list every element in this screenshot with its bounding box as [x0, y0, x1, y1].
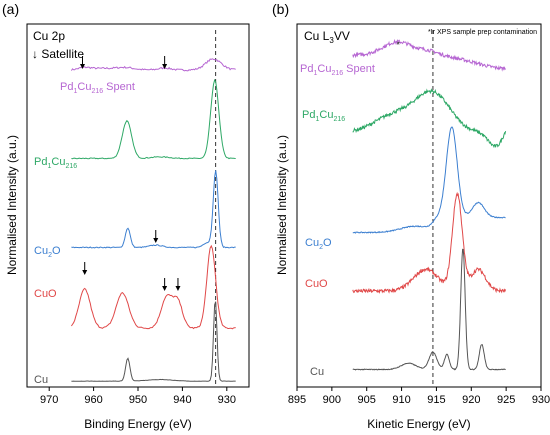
- panel-b-xtick-label: 925: [497, 394, 515, 406]
- panel-a-label-cuo: CuO: [34, 288, 57, 300]
- panel-a-xtick-label: 960: [84, 394, 102, 406]
- panel-b-xtick-label: 910: [392, 394, 410, 406]
- panel-a-xtick-label: 970: [40, 394, 58, 406]
- panel-b-title-sub: 3: [329, 36, 334, 45]
- panel-a-series-pd1cu216: [71, 78, 236, 160]
- panel-a-label-pd1cu216: Pd1Cu216: [34, 156, 77, 170]
- panel-b-series-cu2o: [352, 126, 506, 234]
- panel-b-xlabel: Kinetic Energy (eV): [367, 417, 470, 431]
- panel-a-xtick-label: 940: [173, 394, 191, 406]
- panel-a-label-cu: Cu: [34, 374, 48, 386]
- panel-a: (a) Cu 2p ↓ Satellite Pd1Cu216 Spent Pd1C…: [2, 1, 250, 431]
- panel-a-label-cu2o: Cu2O: [34, 245, 61, 259]
- panel-b-series-cuo: [352, 191, 507, 295]
- satellite-arrow: [80, 56, 85, 69]
- panel-b-label-cu: Cu: [310, 366, 324, 378]
- panel-b-xtick-label: 905: [358, 394, 376, 406]
- panel-b-xtick-label: 920: [462, 394, 480, 406]
- panel-b-series-cu: [352, 248, 506, 371]
- panel-a-series-cu2o: [71, 170, 236, 249]
- panel-b-label-pd1cu216-spent: Pd1Cu216 Spent: [300, 63, 375, 77]
- panel-a-label-pd1cu216-spent: Pd1Cu216 Spent: [60, 81, 135, 95]
- panel-b-frame: [296, 23, 542, 388]
- satellite-arrow: [82, 262, 88, 275]
- panel-b-annotation: *Ir XPS sample prep contamination: [428, 29, 537, 36]
- panel-b-title-tail: VV: [334, 29, 350, 43]
- panel-b-title: Cu L3VV: [304, 29, 350, 45]
- panel-a-series-cu: [71, 301, 236, 382]
- satellite-arrow: [175, 278, 181, 291]
- panel-b-xtick-label: 915: [427, 394, 445, 406]
- panel-b-xtick-label: 900: [323, 394, 341, 406]
- satellite-arrow: [162, 56, 168, 69]
- panel-b-series-pd1cu216: [352, 88, 507, 149]
- panel-b-star-marker: *: [396, 40, 400, 51]
- panel-b-label-pd1cu216: Pd1Cu216: [302, 109, 345, 123]
- panel-a-xtick-label: 930: [218, 394, 236, 406]
- panel-a-series-pd1cu216-spent: [70, 58, 236, 72]
- panel-b-label-cuo: CuO: [305, 278, 328, 290]
- panel-b-xtick-label: 895: [288, 394, 306, 406]
- satellite-arrow: [162, 278, 168, 291]
- panel-b-label-cu2o: Cu2O: [305, 237, 332, 251]
- panel-a-series-cuo: [70, 244, 236, 330]
- satellite-arrow: [153, 230, 159, 243]
- panel-a-xtick-label: 950: [129, 394, 147, 406]
- panel-b-series-pd1cu216-spent: [352, 38, 506, 72]
- panel-a-xlabel: Binding Energy (eV): [84, 417, 191, 431]
- panel-a-label: (a): [2, 1, 19, 17]
- panel-b-label: (b): [272, 1, 289, 17]
- panel-a-ylabel: Normalised Intensity (a.u.): [5, 135, 19, 275]
- panel-a-title: Cu 2p: [33, 29, 65, 43]
- panel-b-ylabel: Normalised Intensity (a.u.): [275, 135, 289, 275]
- panel-b: (b) Cu L3VV *Ir XPS sample prep contamin…: [272, 1, 550, 431]
- panel-b-xtick-label: 930: [532, 394, 550, 406]
- panel-b-title-main: Cu L: [304, 29, 330, 43]
- panel-a-satellite-legend: ↓ Satellite: [32, 47, 84, 61]
